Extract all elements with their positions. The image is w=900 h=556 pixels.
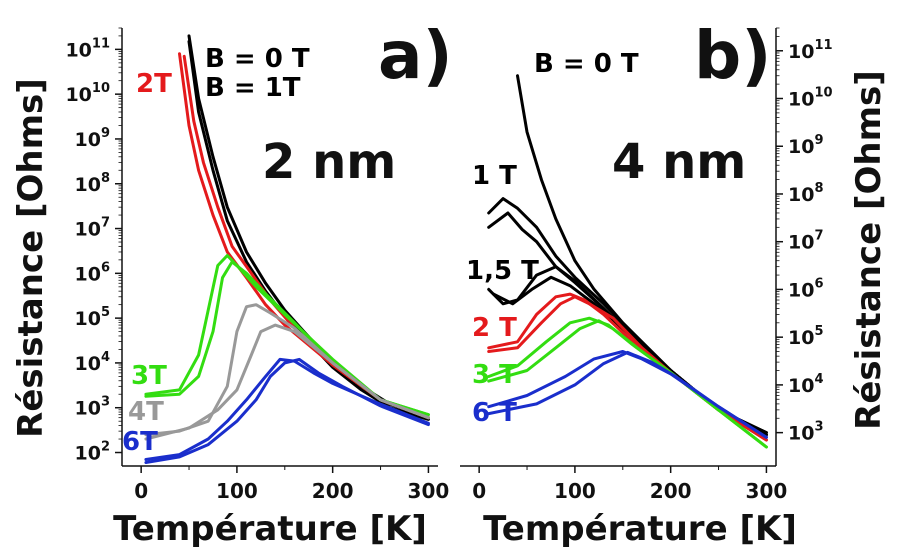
panel-a-y-tick-label: 1011	[65, 36, 110, 61]
panel-b-label-6t: 6 T	[472, 398, 517, 428]
panel-a-series-line	[144, 254, 430, 417]
panel-b-x-tick-label: 0	[472, 479, 486, 503]
panel-a-thickness-label: 2 nm	[262, 134, 396, 190]
panel-b-letter: b)	[694, 17, 771, 94]
panel-b-thickness-label: 4 nm	[612, 134, 746, 190]
panel-b-label-15t: 1,5 T	[466, 256, 539, 286]
panel-b-x-tick-label: 100	[554, 479, 596, 503]
panel-b-label-3t: 3 T	[472, 360, 517, 390]
panel-a-x-tick-label: 0	[134, 479, 148, 503]
panel-a-y-tick-label: 105	[75, 305, 111, 330]
panel-b-series-line	[487, 319, 768, 449]
panel-a-x-tick-label: 200	[312, 479, 354, 503]
panel-b-y-tick-label: 108	[788, 181, 824, 206]
panel-a-series-line	[144, 260, 430, 417]
panel-b-chart: 0 100 200 300 103 104 105 106 107 108 109 1010 1011	[460, 27, 833, 503]
panel-a-chart: 0 100 200 300 102 103 104 105 106 107 108 109 1010 10…	[65, 27, 450, 503]
panel-a-y-tick-label: 102	[75, 440, 111, 465]
panel-b-label-1t: 1 T	[472, 161, 517, 191]
panel-a-y-tick-label: 1010	[65, 81, 110, 106]
panel-a-label-4t: 4T	[128, 397, 164, 427]
panel-a-y-tick-label: 104	[75, 350, 111, 375]
panel-b-x-tick-label: 300	[746, 479, 788, 503]
panel-a-x-axis-title: Température [K]	[113, 509, 427, 549]
panel-a-x-tick-label: 300	[408, 479, 450, 503]
panel-a-label-6t: 6T	[122, 427, 158, 457]
panel-b-y-tick-label: 106	[788, 276, 824, 301]
panel-a-y-tick-label: 108	[75, 171, 111, 196]
panel-a-label-3t: 3T	[131, 361, 167, 391]
panel-b-y-axis-title: Résistance [Ohms]	[849, 70, 889, 430]
panel-a-label-b0: B = 0 T	[205, 44, 310, 74]
panel-b-series-line	[487, 197, 768, 435]
panel-a-label-b1: B = 1T	[205, 73, 301, 103]
panel-a-series-line	[144, 357, 430, 464]
panel-a-y-axis-title: Résistance [Ohms]	[11, 78, 51, 438]
panel-b-y-tick-label: 1010	[788, 86, 833, 111]
panel-a-letter: a)	[378, 17, 453, 94]
panel-a-x-tick-label: 100	[216, 479, 258, 503]
panel-b-y-tick-label: 109	[788, 133, 824, 158]
panel-b-x-axis-title: Température [K]	[483, 509, 797, 549]
panel-b-y-tick-label: 107	[788, 229, 824, 254]
panel-b-x-tick-label: 200	[650, 479, 692, 503]
panel-a-y-tick-label: 109	[75, 126, 111, 151]
panel-b-label-2t: 2 T	[472, 313, 517, 343]
panel-b-series-line	[487, 350, 768, 439]
panel-a-label-2t: 2T	[136, 69, 172, 99]
panel-a-series-line	[144, 303, 430, 437]
panel-b-series-line	[487, 350, 768, 439]
panel-b-y-tick-label: 105	[788, 324, 824, 349]
panel-b-y-tick-label: 103	[788, 420, 824, 445]
panel-b-y-tick-label: 1011	[788, 38, 833, 63]
panel-b-y-tick-label: 104	[788, 372, 824, 397]
panel-a-y-tick-label: 106	[75, 260, 111, 285]
panel-a-series-line	[144, 323, 430, 441]
panel-b-label-b0: B = 0 T	[534, 49, 639, 79]
panel-a-y-tick-label: 107	[75, 216, 111, 241]
panel-a-y-tick-label: 103	[75, 395, 111, 420]
